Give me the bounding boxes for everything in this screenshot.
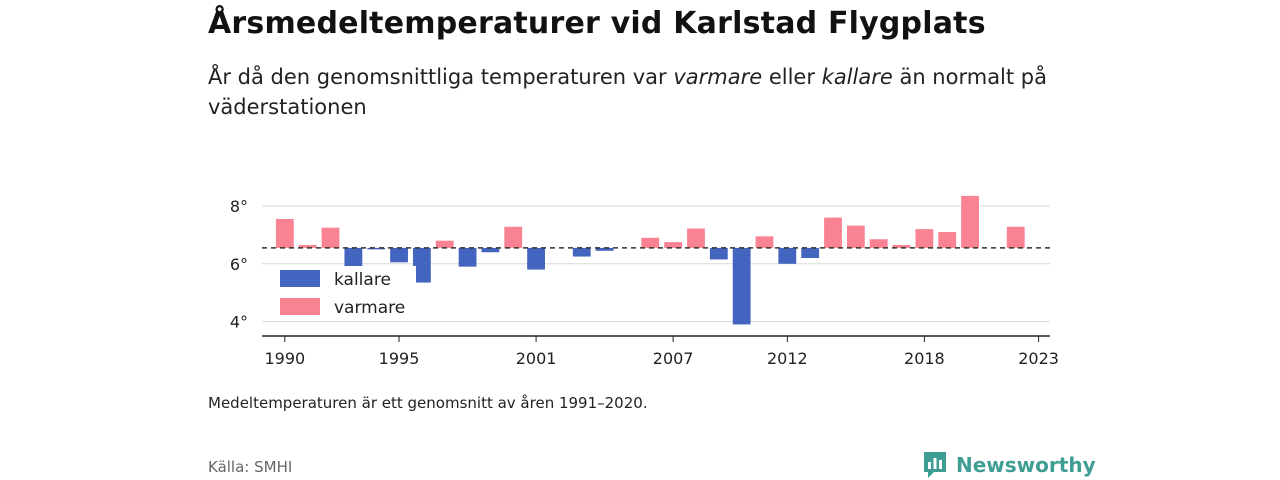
- bar: [664, 242, 683, 248]
- bar: [915, 229, 934, 248]
- x-tick-label: 2007: [653, 349, 694, 368]
- subtitle-emphasis-cold: kallare: [821, 65, 893, 89]
- bar: [801, 247, 820, 258]
- page-title: Årsmedeltemperaturer vid Karlstad Flygpl…: [208, 6, 986, 41]
- x-tick-label: 2001: [516, 349, 557, 368]
- subtitle: År då den genomsnittliga temperaturen va…: [208, 62, 1068, 122]
- subtitle-text-3: än normalt på väderstationen: [208, 65, 1047, 119]
- source-label: Källa: SMHI: [208, 458, 293, 476]
- bar: [412, 247, 431, 283]
- bar: [755, 236, 774, 248]
- brand-logo: Newsworthy: [922, 450, 1096, 480]
- x-tick-label: 1990: [264, 349, 305, 368]
- bar: [641, 237, 660, 248]
- brand-name: Newsworthy: [956, 453, 1096, 477]
- x-tick-label: 2018: [904, 349, 945, 368]
- x-tick-label: 2012: [767, 349, 808, 368]
- bar: [709, 247, 728, 260]
- bar: [504, 226, 523, 248]
- bar: [367, 247, 386, 250]
- bar: [938, 232, 957, 248]
- bar: [869, 239, 888, 248]
- bar: [778, 247, 797, 264]
- y-tick-label: 8°: [230, 197, 248, 216]
- subtitle-emphasis-warm: varmare: [673, 65, 763, 89]
- bar: [595, 247, 614, 251]
- x-tick-label: 2023: [1018, 349, 1059, 368]
- y-tick-label: 6°: [230, 255, 248, 274]
- bar: [824, 217, 842, 248]
- bar: [390, 247, 408, 263]
- bar: [344, 247, 363, 270]
- subtitle-text-2: eller: [762, 65, 822, 89]
- subtitle-text-1: År då den genomsnittliga temperaturen va…: [208, 65, 674, 89]
- footnote: Medeltemperaturen är ett genomsnitt av å…: [208, 394, 648, 412]
- legend-swatch: [280, 298, 320, 315]
- bar: [846, 225, 865, 248]
- bar: [527, 247, 545, 270]
- bar: [458, 247, 477, 267]
- bar: [687, 228, 705, 248]
- x-tick-label: 1995: [379, 349, 420, 368]
- chart-card: Årsmedeltemperaturer vid Karlstad Flygpl…: [208, 0, 1096, 480]
- bar: [275, 219, 294, 248]
- bar: [435, 240, 454, 248]
- newsworthy-logo-icon: [924, 452, 946, 478]
- bar: [892, 245, 911, 248]
- bar: [732, 247, 751, 325]
- bar: [961, 195, 979, 248]
- legend-swatch: [280, 270, 320, 287]
- bar: [298, 245, 317, 248]
- legend-label: kallare: [334, 270, 391, 290]
- bar: [572, 247, 591, 257]
- bar: [1006, 226, 1025, 248]
- bar: [321, 227, 340, 248]
- bar: [481, 247, 500, 253]
- bar-chart: 4° 6° 8° 1990 1995 2001 2007 2012 2018 2023 kallar…: [230, 195, 1059, 368]
- legend-label: varmare: [334, 298, 405, 318]
- y-tick-label: 4°: [230, 313, 248, 332]
